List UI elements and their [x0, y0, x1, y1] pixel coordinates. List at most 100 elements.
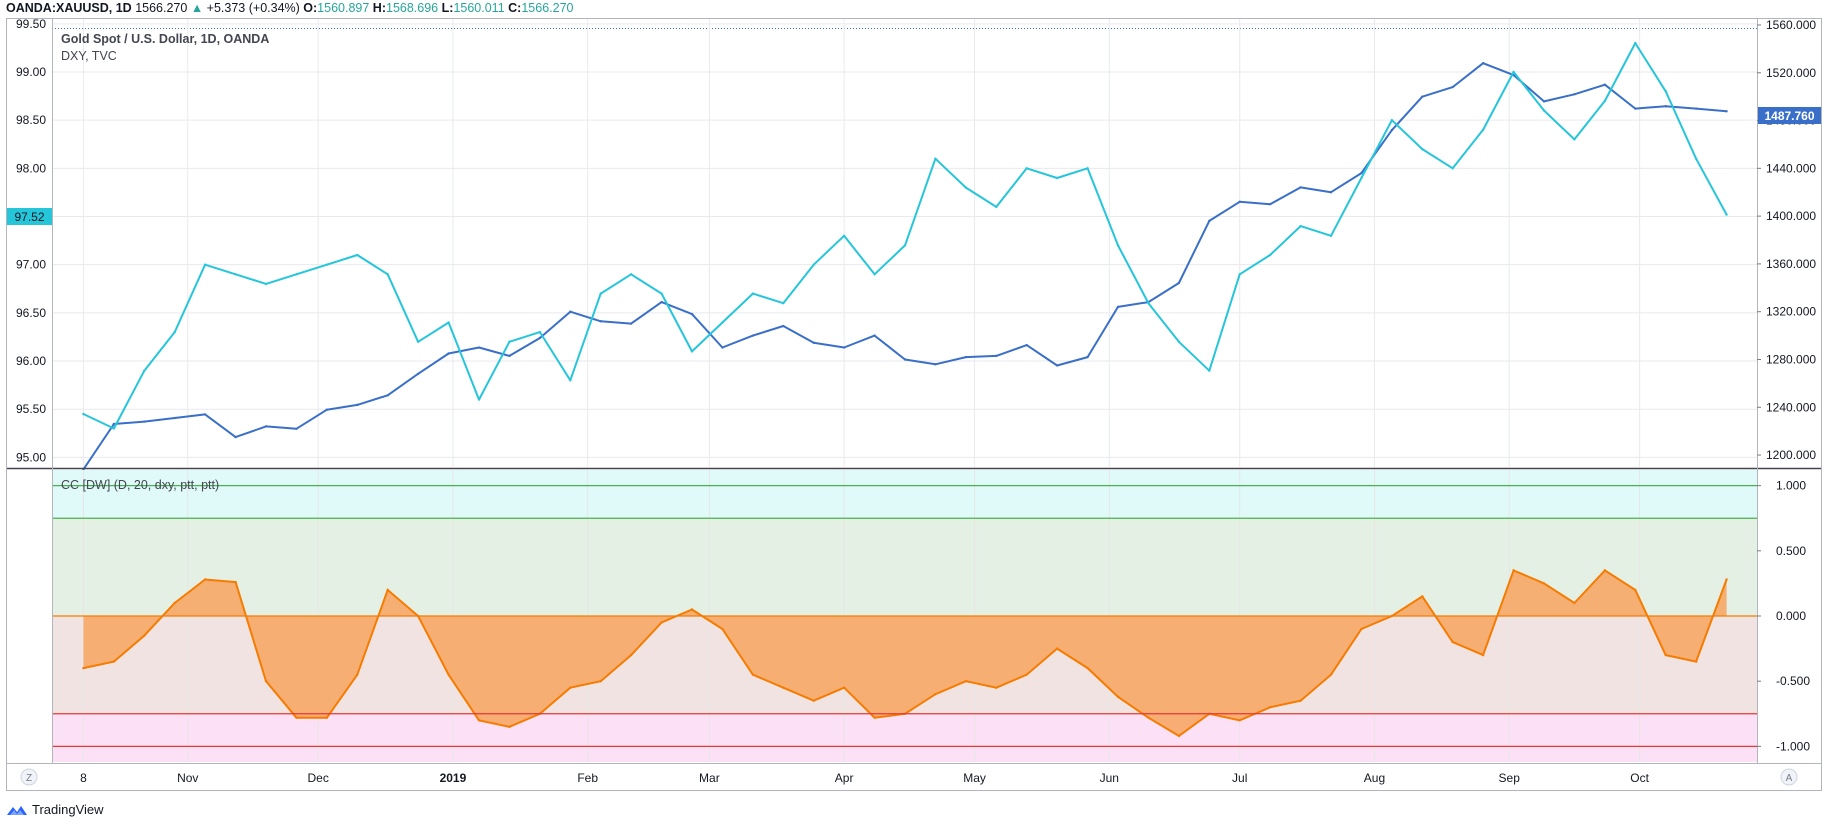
dxy-point	[812, 263, 815, 266]
dxy-point	[1238, 273, 1241, 276]
dxy-point	[477, 398, 481, 401]
dxy-point	[1208, 369, 1211, 372]
cc-point	[82, 666, 85, 670]
cc-point	[386, 588, 389, 592]
zone-strong-positive	[53, 485, 1757, 519]
dxy-line	[82, 42, 1728, 430]
main-grid	[53, 19, 1757, 467]
time-tick-label: Dec	[307, 771, 328, 785]
gold-point	[234, 435, 237, 439]
gold-point	[721, 346, 724, 349]
dxy-point	[1329, 234, 1333, 237]
cc-point	[1603, 569, 1607, 572]
indicator-pane[interactable]	[53, 470, 1757, 762]
left-tick-label: 95.50	[16, 402, 46, 416]
open-value: 1560.897	[317, 1, 370, 15]
low-label: L:	[441, 1, 454, 15]
right-tick-label: 1520.000	[1766, 66, 1816, 80]
cc-point	[995, 686, 998, 689]
gold-point	[1329, 191, 1333, 194]
time-axis[interactable]: 8 Nov Dec 2019 Feb Mar Apr May Jun Jul Aug Sep Oct	[80, 771, 1650, 785]
open-label: O:	[303, 1, 318, 15]
dxy-point	[1025, 167, 1028, 170]
main-legend-title[interactable]: Gold Spot / U.S. Dollar, 1D, OANDA	[61, 32, 269, 46]
cc-point	[1573, 601, 1576, 605]
gold-point	[1177, 281, 1181, 285]
cc-point	[964, 679, 968, 683]
right-tick-label: 1280.000	[1766, 352, 1816, 366]
gold-point	[538, 336, 542, 340]
left-price-badge: 97.52	[7, 208, 52, 225]
indicator-zones	[53, 470, 1757, 762]
dxy-point	[416, 340, 420, 343]
zone-positive	[53, 518, 1757, 616]
indicator-legend[interactable]: CC [DW] (D, 20, dxy, ptt, ptt)	[61, 478, 219, 492]
main-price-pane[interactable]	[52, 19, 1757, 471]
dxy-point	[386, 273, 389, 276]
footer-brand[interactable]: TradingView	[32, 802, 104, 817]
gold-point	[112, 422, 116, 426]
cc-point	[143, 634, 146, 637]
gold-point	[386, 394, 389, 397]
dxy-point	[1086, 167, 1089, 170]
dxy-point	[325, 263, 329, 266]
dxy-point	[721, 321, 724, 324]
right-tick-label: 1200.000	[1766, 448, 1816, 462]
chart-frame	[6, 18, 1822, 791]
left-price-axis[interactable]: 95.0095.5096.0096.5097.0097.5098.0098.50…	[16, 17, 46, 465]
gold-point	[173, 416, 176, 420]
tradingview-logo-icon[interactable]	[6, 803, 28, 817]
chart-canvas[interactable]: 95.0095.5096.0096.5097.0097.5098.0098.50…	[0, 0, 1828, 800]
cc-point	[629, 653, 633, 657]
dxy-point	[1542, 109, 1546, 112]
right-tick-label: 1240.000	[1766, 400, 1816, 414]
gold-point	[1664, 105, 1667, 108]
dxy-point	[203, 263, 207, 266]
gold-point	[1299, 186, 1302, 189]
gold-point	[1208, 219, 1211, 223]
auto-scale-left-button[interactable]: Z	[20, 768, 38, 786]
gold-point	[1086, 355, 1089, 359]
dxy-point	[995, 205, 998, 209]
up-arrow-icon: ▲	[190, 1, 204, 15]
cc-point	[1664, 653, 1667, 657]
gold-point	[1390, 128, 1394, 132]
gold-point	[903, 358, 907, 361]
right-tick-label: 1400.000	[1766, 209, 1816, 223]
dxy-point	[264, 282, 268, 286]
left-tick-label: 99.00	[16, 65, 46, 79]
time-tick-label: Jul	[1232, 771, 1247, 785]
dxy-point	[660, 292, 663, 295]
dxy-point	[1360, 176, 1363, 180]
gold-point	[203, 413, 207, 416]
left-tick-label: 97.00	[16, 258, 46, 272]
cc-point	[447, 673, 450, 676]
cc-point	[203, 578, 207, 581]
cc-point	[569, 686, 572, 689]
auto-scale-right-button[interactable]: A	[1780, 768, 1798, 786]
gold-point	[751, 334, 755, 337]
cc-point	[1025, 673, 1028, 676]
indicator-tick-label: 0.000	[1776, 609, 1806, 623]
gold-point	[1025, 343, 1028, 347]
left-tick-label: 96.00	[16, 354, 46, 368]
main-legend-subtitle[interactable]: DXY, TVC	[61, 49, 117, 63]
dxy-point	[82, 412, 85, 416]
dxy-point	[873, 273, 876, 276]
dxy-point	[1390, 118, 1394, 122]
gold-point	[1694, 107, 1698, 110]
dxy-point	[1512, 70, 1515, 74]
cc-point	[1421, 595, 1424, 598]
cc-point	[1177, 734, 1181, 738]
gold-point	[1055, 364, 1059, 367]
cc-point	[1268, 706, 1272, 709]
cc-point	[812, 699, 815, 702]
gold-line	[82, 62, 1727, 470]
right-price-axis[interactable]: 1200.000 1240.000 1280.000 1320.000 1360.000…	[1757, 18, 1816, 462]
dxy-point	[1634, 41, 1637, 45]
close-label: C:	[508, 1, 522, 15]
cc-point	[873, 716, 876, 719]
symbol-label[interactable]: OANDA:XAUUSD, 1D	[6, 1, 132, 15]
indicator-axis[interactable]: -1.000 -0.500 0.000 0.500 1.000	[1757, 479, 1810, 754]
cc-point	[1451, 640, 1454, 644]
